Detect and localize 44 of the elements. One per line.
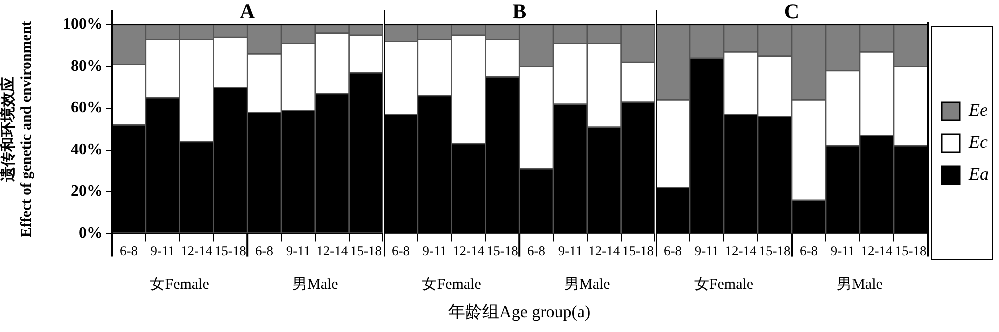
chart-title: C xyxy=(784,0,800,24)
x-tick-label: 12-14 xyxy=(316,243,348,258)
legend-label: Ec xyxy=(968,132,988,152)
x-tick-label: 12-14 xyxy=(725,243,757,258)
x-tick-label: 9-11 xyxy=(694,243,720,258)
x-tick-label: 6-8 xyxy=(664,243,682,258)
text: 男Male xyxy=(837,276,884,293)
x-tick-label: 15-18 xyxy=(759,243,791,258)
y-tick-label: 0% xyxy=(79,224,103,242)
x-tick-label: 9-11 xyxy=(422,243,447,258)
y-tick-label: 60% xyxy=(71,100,103,117)
y-tick-label: 20% xyxy=(71,183,103,200)
x-tick-label: 12-14 xyxy=(588,243,620,258)
x-tick-label: 9-11 xyxy=(558,243,583,258)
x-tick-label: 12-14 xyxy=(453,243,485,258)
x-tick-label: 9-11 xyxy=(830,243,856,258)
y-tick-label: 80% xyxy=(71,58,103,75)
y-tick-label: 100% xyxy=(63,16,103,34)
x-tick-label: 6-8 xyxy=(800,243,818,258)
x-tick-label: 9-11 xyxy=(150,243,175,258)
x-tick-label: 15-18 xyxy=(350,243,382,258)
legend-label: Ea xyxy=(968,164,990,184)
x-tick-label: 9-11 xyxy=(286,243,311,258)
x-tick-label: 6-8 xyxy=(392,243,410,258)
chart-title: B xyxy=(512,0,527,24)
x-tick-label: 6-8 xyxy=(528,243,546,258)
x-tick-label: 15-18 xyxy=(622,243,654,258)
chart-title: A xyxy=(240,0,256,24)
text: 女Female xyxy=(694,276,754,293)
x-axis-title: 年龄组Age group(a) xyxy=(448,302,591,322)
text: 男Male xyxy=(292,276,339,293)
x-tick-label: 15-18 xyxy=(486,243,519,258)
y-tick-label: 40% xyxy=(71,141,103,158)
y-axis-title: 遗传和环境效应 Effect of genetic and environment xyxy=(0,21,35,238)
x-tick-label: 6-8 xyxy=(256,243,274,258)
text: 男Male xyxy=(564,276,611,293)
x-tick-label: 6-8 xyxy=(120,243,138,258)
text: 女Female xyxy=(422,276,482,293)
x-tick-label: 12-14 xyxy=(861,243,893,258)
x-tick-label: 15-18 xyxy=(214,243,247,258)
text: 女Female xyxy=(150,276,210,293)
legend-label: Ee xyxy=(968,100,988,120)
x-tick-label: 15-18 xyxy=(895,243,927,258)
x-tick-label: 12-14 xyxy=(181,243,213,258)
